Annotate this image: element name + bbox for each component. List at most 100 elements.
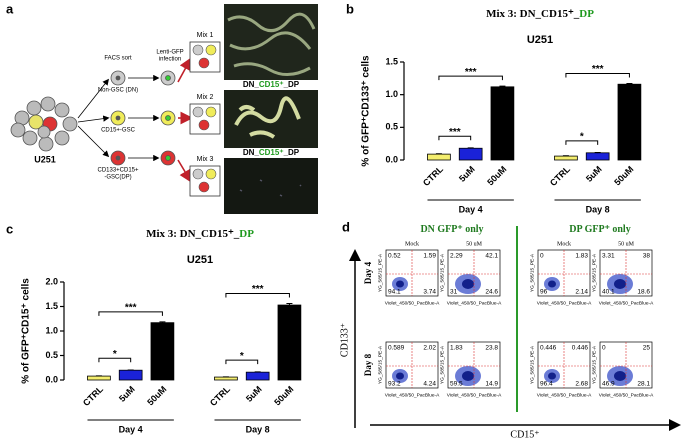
group-label: Day 8 [246,424,270,434]
error-bar [499,85,506,88]
title-highlight: DP [579,8,594,20]
cell-density-core [614,371,626,381]
chart-title: Mix 3: DN_CD15⁺_DP [146,228,254,240]
quadrant-value: 96.4 [540,381,553,388]
bar [87,375,111,381]
caption-part: CD15⁺ [259,148,284,157]
mix-label: Mix 2 [197,94,214,101]
significance-bracket [225,359,259,365]
flow-header: DP GFP⁺ only [569,224,630,235]
error-bar [562,155,569,157]
y-tick-label: 0.0 [385,154,398,164]
plot-x-label: Violet_450/50_PacBlue-A [599,300,654,306]
bar [490,86,515,161]
cell-density-core [548,372,556,380]
mix-cells [192,44,217,193]
chart-subtitle: U251 [187,254,213,266]
cell-density-core [548,280,556,288]
chart-title: Mix 3: DN_CD15⁺_DP [486,8,594,20]
plot-x-label: Violet_450/50_PacBlue-A [537,392,592,398]
header-part: ⁺ [457,224,462,235]
y-tick-label: 0.0 [45,374,58,384]
error-bar [594,151,601,154]
title-part: Mix 3: DN_CD15⁺_ [146,228,240,240]
plot-y-label: YG_585/15_PE-A [591,345,597,384]
cell-density-core [614,279,626,289]
significance-bracket [438,75,503,81]
flow-axes [349,226,681,431]
cell-density-core [396,372,404,380]
quadrant-value: 2.29 [450,253,463,260]
quadrant-value: 23.8 [485,345,498,352]
caption-part: _DP [283,80,300,89]
significance-label: * [113,349,117,360]
plot-y-label: YG_585/15_PE-A [529,345,535,384]
group-label: Day 8 [586,204,610,214]
quadrant-value: 2.14 [575,289,588,296]
cell-cluster [10,96,78,152]
quadrant-value: 0.52 [388,253,401,260]
significance-label: * [240,351,244,362]
header-part: DN GFP [420,224,457,235]
significance-bracket [438,135,472,141]
header-part: ⁺ [605,224,610,235]
row-label: Day 8 [363,353,373,376]
x-tick-label: 5uM [584,164,604,184]
plot-y-label: YG_585/15_PE-A [591,253,597,292]
quadrant-value: 59.5 [450,381,463,388]
quadrant-value: 1.83 [450,345,463,352]
significance-bracket [565,73,630,78]
plot-y-label: YG_585/15_PE-A [529,253,535,292]
sort-cells [110,70,176,166]
x-tick-label: 50uM [485,164,508,187]
quadrant-value: 40.1 [602,289,615,296]
quadrant-value: 2.02 [423,345,436,352]
error-bar [435,153,442,155]
quadrant-value: 4.24 [423,381,436,388]
error-bar [159,321,166,324]
significance-bracket [565,140,599,145]
error-bar [626,83,633,85]
y-axis-label: % of GFP⁺CD15⁺ cells [21,278,32,384]
flow-header: DN GFP⁺ only [420,224,483,235]
header-part: only [463,224,484,235]
bar [118,369,143,381]
plot-y-label: YG_585/15_PE-A [377,345,383,384]
column-label: 50 uM [466,241,483,247]
x-tick-label: CTRL [208,384,232,408]
plot-x-label: Violet_450/50_PacBlue-A [385,392,440,398]
column-label: Mock [405,241,419,247]
plot-x-label: Violet_450/50_PacBlue-A [599,392,654,398]
x-tick-label: 50uM [612,164,635,187]
chart-subtitle: U251 [527,34,553,46]
error-bar [467,147,474,149]
header-part: DP GFP [569,224,604,235]
cell-label: -GSC(DP) [104,175,131,181]
title-highlight: DP [239,228,254,240]
bar [277,304,302,381]
quadrant-value: 14.9 [485,381,498,388]
significance-label: *** [252,284,264,295]
quadrant-value: 25 [643,345,651,352]
quadrant-value: 18.6 [637,289,650,296]
quadrant-value: 2.68 [575,381,588,388]
cell-label: CD133+CD15+ [97,168,139,174]
row-label: Day 4 [363,261,373,284]
plot-x-label: Violet_450/50_PacBlue-A [447,300,502,306]
y-tick-label: 1.0 [45,325,58,335]
panel-label: c [6,221,13,236]
image-caption: DN_CD15⁺_DP [243,80,300,89]
quadrant-value: 38 [643,253,651,260]
header-part: only [610,224,631,235]
y-tick-label: 0.5 [45,350,58,360]
plot-y-label: YG_585/15_PE-A [439,253,445,292]
plot-y-label: YG_585/15_PE-A [439,345,445,384]
x-tick-label: 5uM [457,164,477,184]
bar [245,371,270,381]
x-tick-label: 50uM [145,384,168,407]
y-tick-label: 2.0 [45,276,58,286]
bar [585,152,610,161]
x-tick-label: CTRL [548,164,572,188]
x-tick-label: CTRL [81,384,105,408]
infection-label: Lenti-GFP [156,50,183,56]
